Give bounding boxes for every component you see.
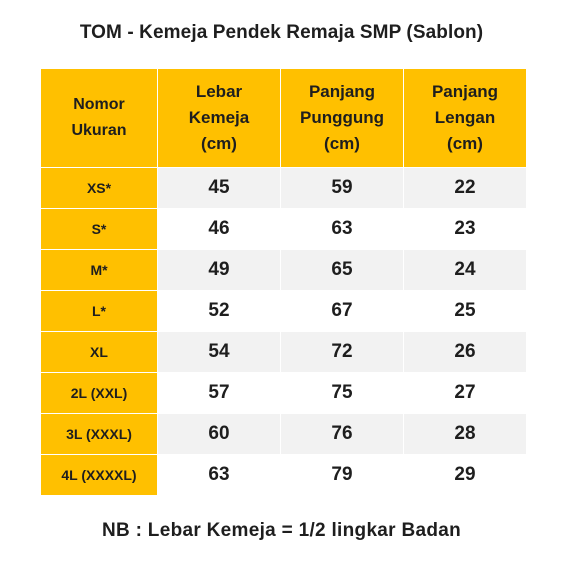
panjang-punggung-cell: 65 [280,249,404,291]
table-row: M* 49 65 24 [40,249,527,291]
lebar-kemeja-cell: 57 [157,372,281,414]
header-line: Kemeja [188,108,250,127]
lebar-kemeja-cell: 46 [157,208,281,250]
header-lebar-kemeja: Lebar Kemeja (cm) [157,68,281,168]
page-title: TOM - Kemeja Pendek Remaja SMP (Sablon) [79,22,484,43]
header-line: Ukuran [71,122,127,139]
panjang-lengan-cell: 29 [403,454,527,496]
table-header-row: Nomor Ukuran Lebar Kemeja (cm) Panjang P… [40,68,527,168]
size-cell: XS* [40,167,158,209]
header-line: Lengan [434,108,496,127]
header-line: Panjang [308,82,376,101]
panjang-lengan-cell: 24 [403,249,527,291]
footnote: NB : Lebar Kemeja = 1/2 lingkar Badan [101,520,462,541]
panjang-lengan-cell: 26 [403,331,527,373]
size-chart-table: Nomor Ukuran Lebar Kemeja (cm) Panjang P… [40,68,527,496]
size-cell: M* [40,249,158,291]
table-row: L* 52 67 25 [40,290,527,332]
table-row: XL 54 72 26 [40,331,527,373]
panjang-lengan-cell: 28 [403,413,527,455]
size-cell: XL [40,331,158,373]
header-line: (cm) [447,134,483,153]
panjang-lengan-cell: 27 [403,372,527,414]
panjang-lengan-cell: 23 [403,208,527,250]
size-cell: L* [40,290,158,332]
lebar-kemeja-cell: 49 [157,249,281,291]
size-cell: S* [40,208,158,250]
lebar-kemeja-cell: 60 [157,413,281,455]
table-row: 2L (XXL) 57 75 27 [40,372,527,414]
header-panjang-lengan: Panjang Lengan (cm) [403,68,527,168]
panjang-punggung-cell: 75 [280,372,404,414]
panjang-punggung-cell: 76 [280,413,404,455]
size-cell: 3L (XXXL) [40,413,158,455]
header-line: Panjang [431,82,499,101]
panjang-lengan-cell: 25 [403,290,527,332]
table-row: S* 46 63 23 [40,208,527,250]
panjang-punggung-cell: 67 [280,290,404,332]
size-cell: 2L (XXL) [40,372,158,414]
lebar-kemeja-cell: 52 [157,290,281,332]
lebar-kemeja-cell: 63 [157,454,281,496]
table-row: 3L (XXXL) 60 76 28 [40,413,527,455]
panjang-punggung-cell: 72 [280,331,404,373]
lebar-kemeja-cell: 45 [157,167,281,209]
header-line: (cm) [324,134,360,153]
header-line: Lebar [195,82,243,101]
panjang-lengan-cell: 22 [403,167,527,209]
panjang-punggung-cell: 59 [280,167,404,209]
size-cell: 4L (XXXXL) [40,454,158,496]
table-row: XS* 45 59 22 [40,167,527,209]
table-row: 4L (XXXXL) 63 79 29 [40,454,527,496]
panjang-punggung-cell: 63 [280,208,404,250]
panjang-punggung-cell: 79 [280,454,404,496]
header-panjang-punggung: Panjang Punggung (cm) [280,68,404,168]
header-line: Nomor [73,96,125,113]
lebar-kemeja-cell: 54 [157,331,281,373]
header-line: (cm) [201,134,237,153]
header-line: Punggung [299,108,385,127]
header-nomor-ukuran: Nomor Ukuran [40,68,158,168]
